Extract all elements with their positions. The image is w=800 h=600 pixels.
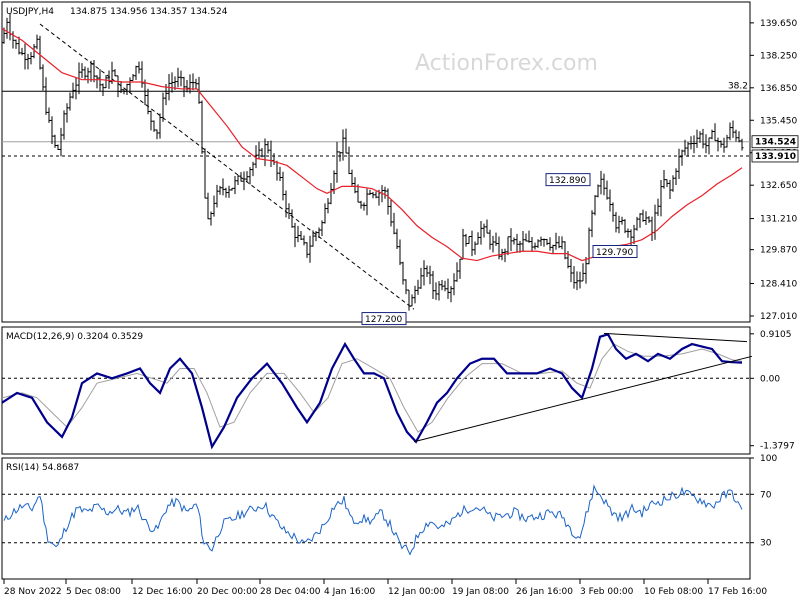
rsi-tick-label: 100	[760, 454, 777, 464]
price-tick-label: 128.410	[760, 280, 797, 290]
ohlc-header: 134.875 134.956 134.357 134.524	[70, 7, 228, 17]
x-tick-label: 20 Dec 00:00	[197, 587, 258, 597]
annotation-box	[592, 245, 638, 259]
macd-tick-label: -1.3797	[760, 442, 795, 452]
level-price-label: 133.910	[755, 152, 796, 162]
symbol-title: USDJPY,H4	[6, 7, 54, 17]
x-tick-label: 5 Dec 08:00	[66, 587, 121, 597]
price-tick-label: 131.210	[760, 215, 797, 225]
annotation-box	[545, 173, 591, 187]
rsi-tick-label: 30	[760, 539, 772, 549]
level-price-box	[751, 135, 799, 149]
macd-line	[1, 333, 743, 450]
annotation-label: 132.890	[549, 176, 586, 186]
x-tick-label: 4 Jan 16:00	[324, 587, 376, 597]
price-trendline	[39, 23, 415, 310]
price-tick-label: 129.870	[760, 246, 797, 256]
macd-trendline	[413, 355, 753, 443]
price-tick-label: 139.650	[760, 19, 797, 29]
rsi-line	[3, 484, 743, 556]
x-tick-label: 12 Dec 16:00	[132, 587, 193, 597]
level-price-label: 134.524	[755, 138, 796, 148]
x-tick-label: 17 Feb 16:00	[708, 587, 767, 597]
price-tick-label: 132.650	[760, 181, 797, 191]
rsi-title: RSI(14) 54.8687	[6, 463, 79, 473]
x-tick-label: 28 Dec 04:00	[260, 587, 321, 597]
x-tick-label: 28 Nov 2022	[4, 587, 62, 597]
annotation-label: 127.200	[365, 315, 402, 325]
annotation-label: 129.790	[596, 248, 633, 258]
price-tick-label: 127.010	[760, 312, 797, 322]
rsi-frame	[1, 457, 751, 580]
fib-level-label: 38.2	[728, 81, 748, 91]
macd-trendline	[603, 332, 748, 343]
rsi-tick-label: 70	[760, 490, 772, 500]
moving-average-line	[1, 28, 743, 262]
price-tick-label: 138.250	[760, 51, 797, 61]
price-bars	[2, 13, 744, 311]
dynamic-layer: 139.650138.250136.850135.450134.050132.6…	[1, 13, 799, 597]
x-tick-label: 12 Jan 00:00	[388, 587, 445, 597]
level-price-box	[751, 149, 799, 163]
x-tick-label: 26 Jan 16:00	[516, 587, 573, 597]
x-tick-label: 3 Feb 00:00	[580, 587, 634, 597]
annotation-box	[361, 312, 407, 326]
price-tick-label: 135.450	[760, 116, 797, 126]
x-tick-label: 19 Jan 08:00	[452, 587, 509, 597]
macd-title: MACD(12,26,9) 0.3204 0.3529	[6, 332, 143, 342]
macd-tick-label: 0.00	[760, 374, 780, 384]
x-tick-label: 10 Feb 08:00	[644, 587, 703, 597]
macd-tick-label: 0.9105	[760, 330, 792, 340]
price-tick-label: 136.850	[760, 84, 797, 94]
macd-signal-line	[1, 343, 743, 433]
watermark: ActionForex.com	[415, 51, 598, 76]
rsi-pane: RSI(14) 54.8687	[1, 457, 751, 580]
macd-frame	[1, 326, 751, 455]
macd-pane: MACD(12,26,9) 0.3204 0.3529	[1, 326, 751, 455]
